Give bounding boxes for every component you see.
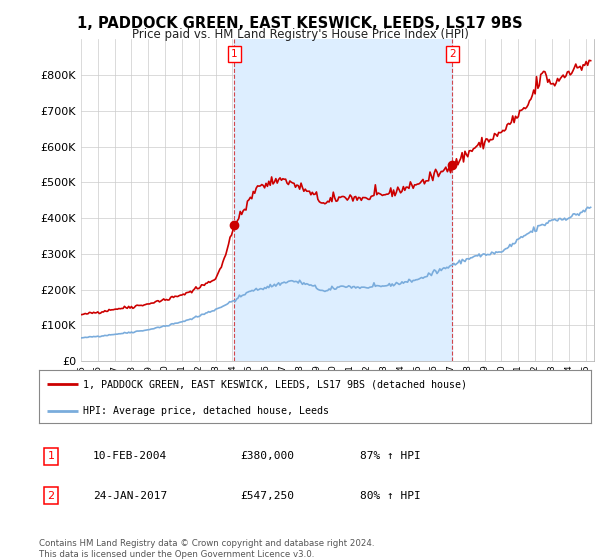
Text: 1: 1 <box>231 49 238 59</box>
Text: Contains HM Land Registry data © Crown copyright and database right 2024.
This d: Contains HM Land Registry data © Crown c… <box>39 539 374 559</box>
Text: HPI: Average price, detached house, Leeds: HPI: Average price, detached house, Leed… <box>83 406 329 416</box>
Text: 87% ↑ HPI: 87% ↑ HPI <box>360 451 421 461</box>
Text: 2: 2 <box>47 491 55 501</box>
Text: Price paid vs. HM Land Registry's House Price Index (HPI): Price paid vs. HM Land Registry's House … <box>131 28 469 41</box>
Text: 1: 1 <box>47 451 55 461</box>
Text: 10-FEB-2004: 10-FEB-2004 <box>93 451 167 461</box>
Text: 1, PADDOCK GREEN, EAST KESWICK, LEEDS, LS17 9BS: 1, PADDOCK GREEN, EAST KESWICK, LEEDS, L… <box>77 16 523 31</box>
Text: 24-JAN-2017: 24-JAN-2017 <box>93 491 167 501</box>
Text: £380,000: £380,000 <box>240 451 294 461</box>
Text: 80% ↑ HPI: 80% ↑ HPI <box>360 491 421 501</box>
Text: £547,250: £547,250 <box>240 491 294 501</box>
Bar <box>235 39 452 361</box>
Text: 1, PADDOCK GREEN, EAST KESWICK, LEEDS, LS17 9BS (detached house): 1, PADDOCK GREEN, EAST KESWICK, LEEDS, L… <box>83 380 467 390</box>
Text: 2: 2 <box>449 49 455 59</box>
